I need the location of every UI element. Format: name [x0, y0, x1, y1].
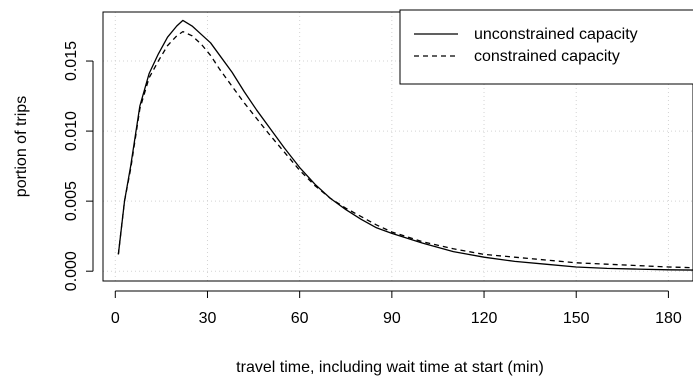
x-tick-label: 0: [111, 310, 120, 327]
x-tick-label: 120: [471, 310, 498, 327]
legend-box: [399, 9, 693, 85]
y-tick-label: 0.005: [63, 181, 80, 221]
x-tick-label: 60: [291, 310, 309, 327]
x-axis: 0 30 60 90 120 150 180: [111, 290, 682, 327]
x-tick-label: 180: [655, 310, 682, 327]
x-tick-label: 30: [199, 310, 217, 327]
series-line-constrained: [117, 30, 693, 269]
series-lines: [117, 19, 693, 271]
x-tick-label: 90: [383, 310, 401, 327]
y-axis: 0.000 0.005 0.010 0.015: [63, 41, 94, 291]
plot-frame: [102, 11, 693, 282]
legend-label-unconstrained: unconstrained capacity: [474, 26, 638, 43]
y-tick-label: 0.010: [63, 111, 80, 151]
y-axis-title: portion of trips: [13, 96, 30, 197]
x-axis-title: travel time, including wait time at star…: [236, 359, 544, 376]
y-tick-label: 0.000: [63, 251, 80, 291]
y-tick-label: 0.015: [63, 41, 80, 81]
x-tick-label: 150: [563, 310, 590, 327]
legend: unconstrained capacity constrained capac…: [399, 9, 693, 85]
legend-label-constrained: constrained capacity: [474, 48, 620, 65]
series-line-unconstrained: [117, 19, 693, 271]
